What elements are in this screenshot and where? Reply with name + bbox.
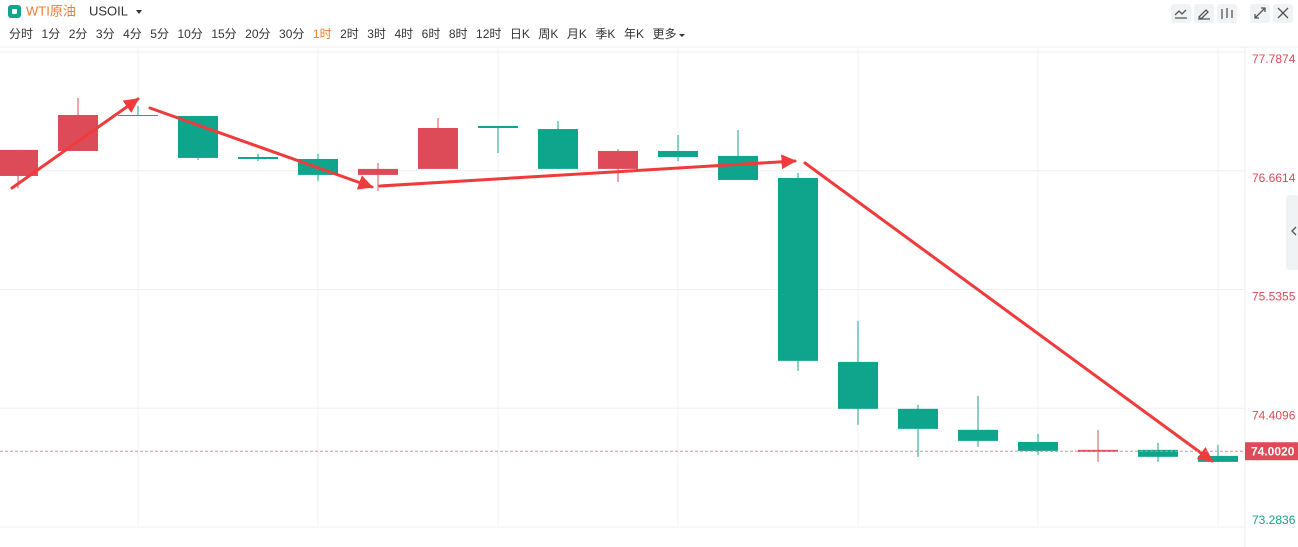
arrow — [10, 97, 140, 190]
annotation-arrows — [10, 97, 1214, 463]
tool-icons — [1171, 4, 1293, 23]
interval-option[interactable]: 2分 — [69, 27, 88, 41]
side-toggle-chevron — [1291, 226, 1297, 236]
interval-option[interactable]: 30分 — [279, 27, 304, 41]
tool-button[interactable] — [1194, 4, 1214, 23]
interval-option[interactable]: 周K — [538, 27, 558, 41]
candle-body — [1138, 449, 1178, 457]
interval-option[interactable]: 1时 — [313, 27, 332, 41]
y-tick-label: 77.7874 — [1252, 52, 1296, 66]
indicator-icon — [1174, 9, 1187, 19]
interval-option[interactable]: 分时 — [9, 27, 33, 41]
y-tick-label: 75.5355 — [1252, 290, 1296, 304]
interval-option[interactable]: 2时 — [340, 27, 359, 41]
last-price-label: 74.0020 — [1251, 444, 1295, 458]
candle-body — [718, 155, 758, 180]
fullscreen-icon — [1254, 7, 1266, 19]
interval-option[interactable]: 更多 — [652, 27, 676, 41]
interval-option[interactable]: 年K — [624, 27, 644, 41]
y-tick-label: 76.6614 — [1252, 171, 1296, 185]
interval-option[interactable]: 20分 — [245, 27, 270, 41]
candle-body — [598, 150, 638, 169]
last-price-tag — [1245, 442, 1298, 461]
candle-body — [0, 149, 38, 176]
grid — [0, 47, 1246, 547]
candles — [0, 98, 1238, 462]
dropdown-caret[interactable] — [136, 10, 142, 14]
interval-option[interactable]: 6时 — [422, 27, 441, 41]
interval-option[interactable]: 12时 — [476, 27, 501, 41]
candle-body — [958, 429, 998, 441]
candle-body — [1198, 455, 1238, 462]
y-tick-label: 73.2836 — [1252, 513, 1296, 527]
arrow — [378, 154, 797, 188]
subtitle[interactable]: USOIL — [89, 3, 128, 18]
interval-toolbar: 分时 1分 2分 3分 4分 5分 10分 15分 20分 30分 1时 2时 3时 4时 6时 8时 12时日… — [9, 27, 685, 41]
candle-body — [1018, 441, 1058, 451]
interval-option[interactable]: 季K — [595, 27, 615, 41]
interval-option[interactable]: 5分 — [150, 27, 169, 41]
interval-option[interactable]: 4时 — [394, 27, 413, 41]
candle-body — [538, 129, 578, 169]
candle-icon — [1221, 8, 1233, 19]
title[interactable]: WTI原油 — [26, 3, 76, 18]
candle-body — [118, 115, 158, 117]
side-panel-toggle[interactable] — [1286, 195, 1298, 270]
candle-body — [778, 177, 818, 361]
interval-option[interactable]: 月K — [567, 27, 587, 41]
interval-option[interactable]: 1分 — [42, 27, 61, 41]
interval-option[interactable]: 4分 — [123, 27, 142, 41]
side-toggle[interactable] — [1286, 195, 1298, 270]
candle-body — [898, 408, 938, 429]
arrow — [803, 161, 1214, 463]
candle-body — [358, 168, 398, 175]
candle-body — [178, 115, 218, 158]
interval-option[interactable]: 3分 — [96, 27, 115, 41]
close-icon — [1277, 7, 1289, 19]
candle-body — [658, 150, 698, 157]
candle-body — [238, 156, 278, 159]
candle-body — [838, 361, 878, 409]
interval-option[interactable]: 15分 — [211, 27, 236, 41]
interval-option[interactable]: 3时 — [367, 27, 386, 41]
arrow — [148, 106, 374, 190]
candle-body — [418, 127, 458, 169]
symbol-icon-inner — [12, 9, 17, 14]
y-tick-label: 74.4096 — [1252, 408, 1296, 422]
interval-option[interactable]: 日K — [510, 27, 530, 41]
interval-option[interactable]: 10分 — [177, 27, 202, 41]
draw-icon — [1198, 9, 1210, 20]
interval-option[interactable]: 8时 — [449, 27, 468, 41]
more-caret — [678, 34, 685, 37]
candle-body — [478, 125, 518, 128]
header: WTI原油 USOIL — [8, 3, 1293, 23]
y-axis: 77.7874 76.6614 75.5355 74.4096 73.2836 74.00… — [0, 52, 1298, 527]
